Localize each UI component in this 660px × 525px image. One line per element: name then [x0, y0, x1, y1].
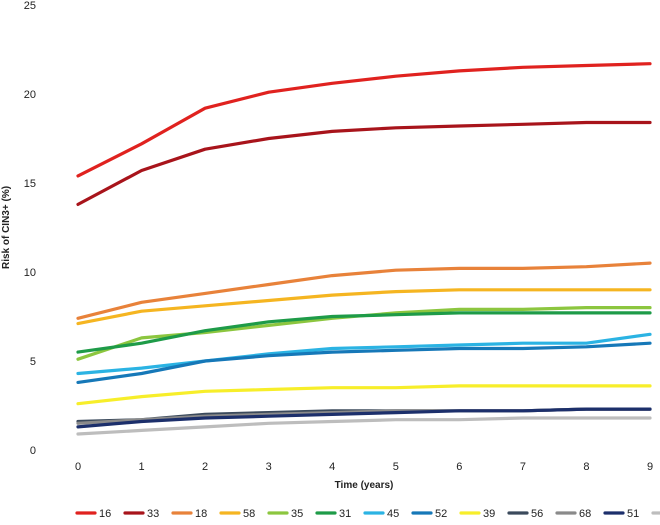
series-line-52 — [76, 341, 652, 384]
legend-label-18: 18 — [195, 508, 207, 520]
series-line-59 — [76, 416, 652, 436]
x-tick-label: 1 — [138, 461, 144, 473]
y-tick-label: 25 — [24, 0, 36, 12]
series-line-45 — [76, 332, 652, 376]
legend-label-35: 35 — [291, 508, 303, 520]
x-tick-label: 9 — [647, 461, 653, 473]
x-tick-label: 7 — [520, 461, 526, 473]
legend-label-39: 39 — [483, 508, 495, 520]
legend-label-16: 16 — [99, 508, 111, 520]
legend: 16331858353145523956685159 — [75, 508, 660, 520]
series-lines — [76, 62, 652, 436]
x-tick-label: 3 — [266, 461, 272, 473]
legend-label-51: 51 — [627, 508, 639, 520]
x-tick-label: 8 — [583, 461, 589, 473]
legend-label-56: 56 — [531, 508, 543, 520]
y-tick-label: 20 — [24, 89, 36, 101]
x-tick-label: 5 — [393, 461, 399, 473]
x-tick-label: 2 — [202, 461, 208, 473]
legend-label-45: 45 — [387, 508, 399, 520]
legend-label-31: 31 — [339, 508, 351, 520]
series-line-39 — [76, 384, 652, 406]
legend-label-68: 68 — [579, 508, 591, 520]
x-tick-label: 4 — [329, 461, 335, 473]
x-tick-label: 6 — [456, 461, 462, 473]
legend-label-58: 58 — [243, 508, 255, 520]
legend-label-33: 33 — [147, 508, 159, 520]
series-line-31 — [76, 311, 652, 354]
y-axis-ticks: 0 5 10 15 20 25 — [24, 0, 36, 457]
legend-label-52: 52 — [435, 508, 447, 520]
series-line-33 — [76, 120, 652, 206]
series-line-18 — [76, 261, 652, 320]
x-axis-ticks: 0 1 2 3 4 5 6 7 8 9 — [75, 461, 653, 473]
series-line-58 — [76, 288, 652, 326]
y-tick-label: 10 — [24, 267, 36, 279]
y-tick-label: 0 — [30, 445, 36, 457]
y-tick-label: 5 — [30, 356, 36, 368]
series-line-16 — [76, 62, 652, 178]
x-axis-label: Time (years) — [335, 480, 394, 491]
x-tick-label: 0 — [75, 461, 81, 473]
series-line-51 — [76, 407, 652, 429]
y-axis-label: Risk of CIN3+ (%) — [1, 186, 12, 269]
y-tick-label: 15 — [24, 178, 36, 190]
